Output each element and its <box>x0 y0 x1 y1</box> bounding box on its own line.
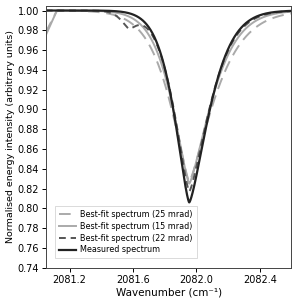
Measured spectrum <box>44 9 48 12</box>
Best-fit spectrum (15 mrad) <box>73 9 77 12</box>
Best-fit spectrum (25 mrad) <box>141 33 145 37</box>
Measured spectrum <box>88 9 91 12</box>
Best-fit spectrum (15 mrad) <box>55 9 59 12</box>
Best-fit spectrum (22 mrad) <box>187 190 191 193</box>
Measured spectrum <box>73 9 77 12</box>
Line: Best-fit spectrum (15 mrad): Best-fit spectrum (15 mrad) <box>46 11 297 184</box>
Best-fit spectrum (22 mrad) <box>44 9 48 12</box>
Best-fit spectrum (25 mrad) <box>88 10 91 13</box>
Best-fit spectrum (22 mrad) <box>141 24 145 28</box>
Best-fit spectrum (25 mrad) <box>55 9 59 12</box>
Best-fit spectrum (25 mrad) <box>44 31 48 34</box>
Best-fit spectrum (25 mrad) <box>73 9 77 13</box>
Y-axis label: Normalised energy intensity (arbitrary units): Normalised energy intensity (arbitrary u… <box>6 30 15 243</box>
Measured spectrum <box>141 19 145 22</box>
Best-fit spectrum (25 mrad) <box>187 180 191 183</box>
Measured spectrum <box>293 9 296 13</box>
Best-fit spectrum (15 mrad) <box>266 14 269 18</box>
Best-fit spectrum (15 mrad) <box>88 9 91 12</box>
Best-fit spectrum (22 mrad) <box>152 37 156 40</box>
Best-fit spectrum (15 mrad) <box>152 43 156 47</box>
Line: Best-fit spectrum (22 mrad): Best-fit spectrum (22 mrad) <box>46 11 297 191</box>
X-axis label: Wavenumber (cm⁻¹): Wavenumber (cm⁻¹) <box>116 288 222 298</box>
Measured spectrum <box>187 201 191 204</box>
Best-fit spectrum (22 mrad) <box>293 9 296 13</box>
Line: Best-fit spectrum (25 mrad): Best-fit spectrum (25 mrad) <box>46 11 297 181</box>
Best-fit spectrum (25 mrad) <box>266 18 269 22</box>
Best-fit spectrum (15 mrad) <box>44 33 48 37</box>
Best-fit spectrum (25 mrad) <box>152 53 156 56</box>
Measured spectrum <box>266 12 269 15</box>
Best-fit spectrum (15 mrad) <box>141 25 145 29</box>
Best-fit spectrum (15 mrad) <box>293 10 296 13</box>
Best-fit spectrum (22 mrad) <box>266 12 269 16</box>
Line: Measured spectrum: Measured spectrum <box>46 11 297 202</box>
Best-fit spectrum (15 mrad) <box>187 182 191 185</box>
Best-fit spectrum (25 mrad) <box>293 11 296 15</box>
Best-fit spectrum (22 mrad) <box>88 9 91 12</box>
Measured spectrum <box>152 35 156 38</box>
Best-fit spectrum (22 mrad) <box>73 9 77 12</box>
Legend: Best-fit spectrum (25 mrad), Best-fit spectrum (15 mrad), Best-fit spectrum (22 : Best-fit spectrum (25 mrad), Best-fit sp… <box>55 206 197 258</box>
